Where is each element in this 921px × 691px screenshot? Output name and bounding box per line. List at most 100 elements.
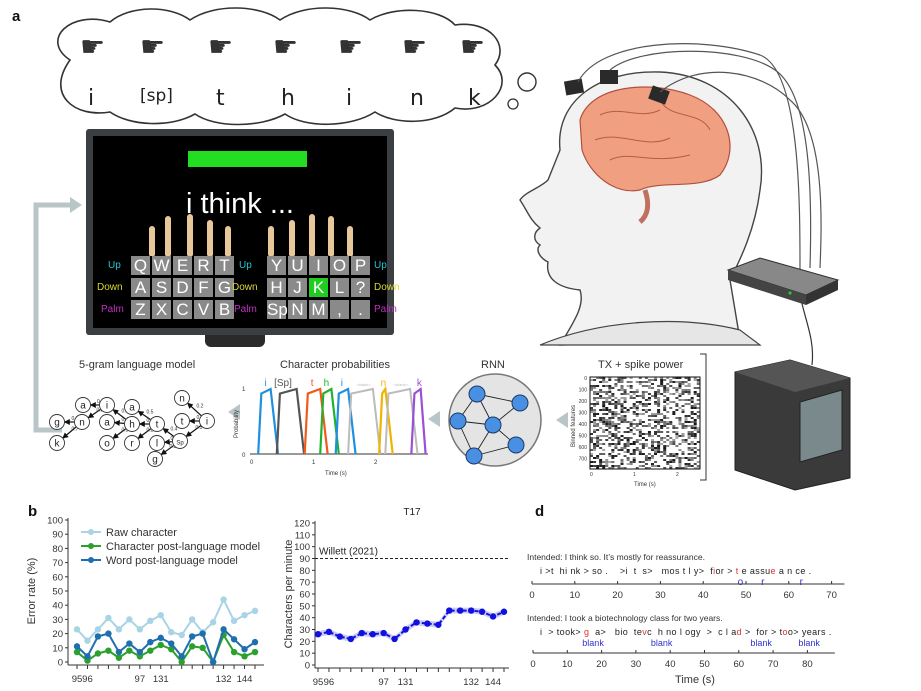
row-label-palm: Palm	[101, 304, 124, 315]
lm-node-label: n	[79, 418, 85, 429]
data-point	[251, 648, 259, 656]
raster-cell	[690, 435, 694, 437]
raster-cell	[672, 413, 676, 415]
y-tick-label: 0	[242, 453, 246, 459]
raster-cell	[690, 459, 694, 461]
raster-cell	[641, 397, 645, 399]
key-X: X	[152, 300, 171, 319]
raster-cell	[657, 431, 661, 433]
data-point	[136, 648, 144, 656]
raster-cell	[678, 385, 682, 387]
x-tick-label: 40	[698, 590, 709, 601]
raster-cell	[657, 423, 661, 425]
raster-cell	[644, 425, 648, 427]
raster-cell	[654, 453, 658, 455]
electrodes-and-cables	[563, 43, 822, 366]
raster-cell	[644, 463, 648, 465]
raster-cell	[672, 393, 676, 395]
key-C: C	[173, 300, 192, 319]
raster-cell	[675, 397, 679, 399]
raster-cell	[629, 421, 633, 423]
data-point	[251, 607, 259, 615]
participant-head	[519, 71, 763, 346]
raster-cell	[681, 425, 685, 427]
raster-cell	[635, 449, 639, 451]
raster-cell	[660, 431, 664, 433]
raster-cell	[678, 423, 682, 425]
lm-node	[124, 416, 140, 432]
char-prob-curve	[303, 387, 329, 455]
raster-cell	[696, 381, 700, 383]
raster-cell	[666, 397, 670, 399]
data-point	[199, 644, 206, 651]
sign-letter: k	[468, 86, 481, 111]
raster-cell	[681, 381, 685, 383]
raster-cell	[611, 411, 615, 413]
raster-cell	[675, 431, 679, 433]
raster-cell	[672, 427, 676, 429]
data-point	[105, 614, 112, 622]
data-point	[168, 640, 175, 647]
raster-cell	[614, 433, 618, 435]
lm-node-label: h	[129, 420, 135, 431]
raster-cell	[684, 439, 688, 441]
raster-cell	[687, 449, 691, 451]
raster-cell	[654, 395, 658, 397]
raster-cell	[635, 425, 639, 427]
raster-cell	[663, 395, 667, 397]
raster-cell	[599, 391, 603, 393]
raster-cell	[635, 423, 639, 425]
x-axis-label: Time (s)	[634, 482, 656, 488]
raster-cell	[678, 407, 682, 409]
panel-d-label: d	[535, 503, 545, 520]
raster-cell	[602, 465, 606, 467]
raster-cell	[675, 435, 679, 437]
raster-cell	[626, 421, 630, 423]
raster-cell	[684, 427, 688, 429]
hand-sign-icon: ☛	[338, 31, 364, 62]
raster-cell	[629, 377, 633, 379]
raster-cell	[632, 459, 636, 461]
raster-cell	[632, 423, 636, 425]
raster-cell	[599, 421, 603, 423]
data-point	[73, 648, 81, 656]
raster-cell	[596, 457, 600, 459]
raster-cell	[654, 427, 658, 429]
raster-cell	[605, 393, 609, 395]
series-line	[76, 627, 256, 666]
char-label: n	[381, 378, 387, 389]
raster-cell	[678, 381, 682, 383]
raster-cell	[644, 439, 648, 441]
raster-cell	[617, 467, 621, 469]
raster-cell	[647, 459, 651, 461]
raster-cell	[593, 419, 597, 421]
raster-cell	[678, 377, 682, 379]
raster-cell	[638, 431, 642, 433]
raster-cell	[675, 409, 679, 411]
raster-cell	[657, 421, 661, 423]
raster-cell	[626, 449, 630, 451]
raster-cell	[672, 439, 676, 441]
raster-cell	[623, 411, 627, 413]
raster-cell	[693, 407, 697, 409]
key-G: G	[215, 278, 234, 297]
raster-cell	[647, 399, 651, 401]
raster-cell	[675, 377, 679, 379]
data-point	[209, 658, 217, 666]
finger-icon	[207, 220, 213, 256]
lm-edge	[137, 410, 151, 420]
lm-node	[149, 416, 165, 432]
data-point	[230, 648, 238, 656]
x-tick-label: 144	[237, 674, 253, 685]
raster-cell	[599, 427, 603, 429]
y-tick-label: 0	[58, 658, 63, 669]
data-point	[220, 626, 227, 633]
raster-cell	[638, 465, 642, 467]
raster-cell	[669, 401, 673, 403]
x-tick-label: 131	[153, 674, 169, 685]
raster-cell	[596, 441, 600, 443]
finger-icon	[187, 214, 193, 256]
raster-cell	[681, 383, 685, 385]
data-point	[126, 616, 133, 623]
thought-bubble	[57, 7, 537, 126]
